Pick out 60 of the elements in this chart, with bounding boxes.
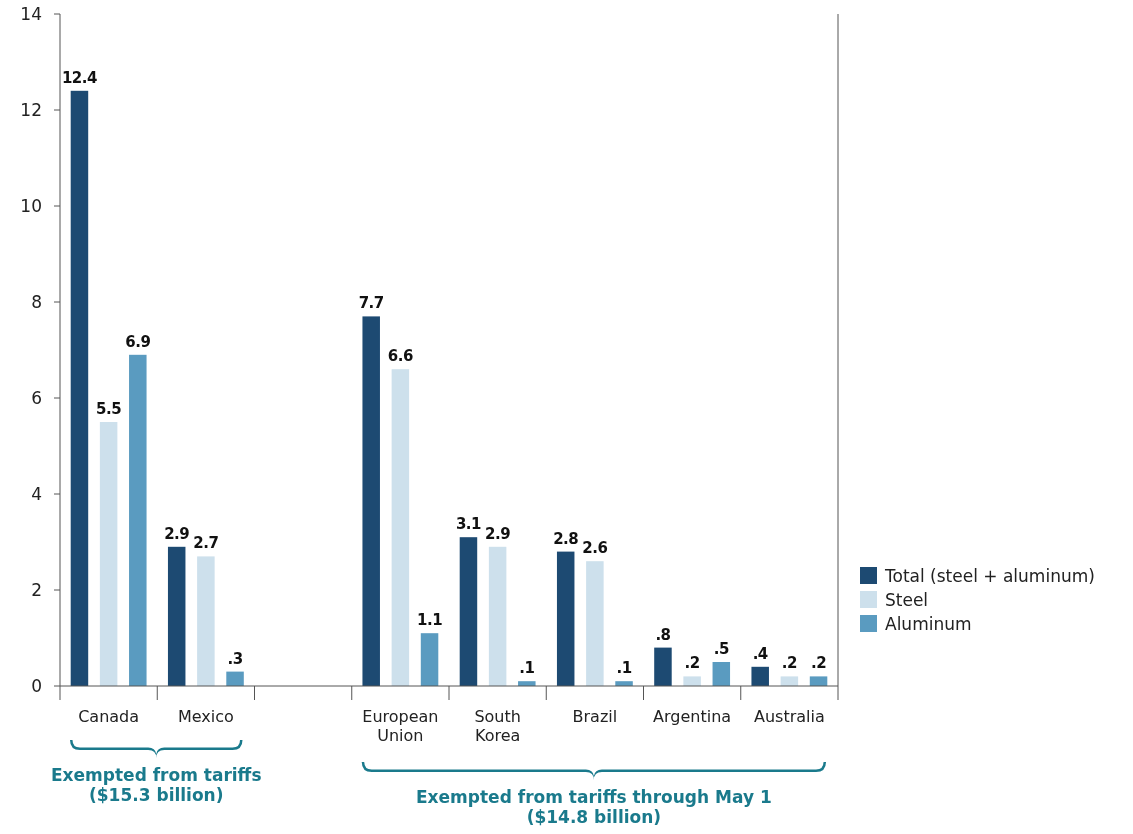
bar bbox=[197, 556, 215, 686]
bar bbox=[809, 676, 828, 686]
legend-label: Steel bbox=[885, 589, 929, 610]
bar bbox=[683, 676, 701, 686]
data-label: .2 bbox=[781, 654, 797, 673]
data-label: .3 bbox=[227, 649, 243, 668]
data-label: 2.9 bbox=[485, 524, 511, 543]
y-tick-label: 4 bbox=[31, 483, 42, 504]
bar bbox=[99, 422, 118, 686]
text: Exempted from tariffs through May 1 ($14.8 billion) bbox=[416, 787, 772, 827]
y-tick-label: 14 bbox=[20, 3, 42, 24]
bar bbox=[488, 546, 507, 686]
data-label: .2 bbox=[684, 654, 700, 673]
bar bbox=[780, 676, 799, 686]
legend-label: Total (steel + aluminum) bbox=[884, 565, 1095, 586]
bar bbox=[70, 90, 89, 686]
data-label: 2.9 bbox=[164, 524, 190, 543]
data-label: 6.9 bbox=[125, 332, 151, 351]
y-tick-label: 0 bbox=[31, 675, 42, 696]
data-label: .5 bbox=[713, 640, 729, 658]
x-tick-label: European Union bbox=[362, 707, 439, 745]
y-tick-label: 10 bbox=[20, 195, 42, 216]
x-tick-label: Canada bbox=[78, 707, 140, 726]
text: Exempted from tariffs ($15.3 billion) bbox=[50, 765, 262, 805]
data-label: .8 bbox=[655, 625, 671, 644]
bar bbox=[391, 369, 410, 686]
data-label: .1 bbox=[616, 659, 632, 678]
bar bbox=[712, 662, 731, 686]
data-label: .2 bbox=[810, 654, 827, 673]
data-label: 2.7 bbox=[193, 534, 219, 553]
x-tick-label: Argentina bbox=[653, 707, 732, 726]
data-label: 7.7 bbox=[358, 294, 384, 313]
data-label: 3.1 bbox=[455, 515, 482, 534]
bar bbox=[654, 647, 672, 686]
data-label: 12.4 bbox=[61, 68, 98, 87]
legend-label: Aluminum bbox=[885, 613, 972, 634]
bar bbox=[129, 354, 147, 686]
data-label: 5.5 bbox=[96, 400, 122, 418]
data-label: 6.6 bbox=[387, 347, 413, 366]
bar bbox=[556, 551, 575, 686]
data-label: .1 bbox=[519, 659, 535, 678]
bar bbox=[459, 537, 478, 686]
bar bbox=[586, 561, 604, 686]
data-label: 2.6 bbox=[582, 539, 608, 558]
y-tick-label: 6 bbox=[31, 387, 42, 408]
bar bbox=[751, 666, 769, 686]
bar bbox=[167, 546, 186, 686]
x-tick-label: Mexico bbox=[177, 707, 234, 726]
data-label: .4 bbox=[752, 644, 768, 663]
bar bbox=[420, 633, 439, 686]
bar bbox=[362, 316, 380, 686]
y-tick-label: 2 bbox=[31, 579, 42, 600]
x-tick-label: South Korea bbox=[474, 707, 521, 745]
data-label: 2.8 bbox=[553, 529, 579, 548]
y-tick-label: 8 bbox=[31, 291, 42, 312]
bar bbox=[226, 671, 244, 686]
data-label: 1.1 bbox=[417, 611, 443, 630]
y-tick-label: 12 bbox=[20, 99, 42, 120]
x-tick-label: Brazil bbox=[572, 707, 618, 726]
x-tick-label: Australia bbox=[753, 707, 825, 726]
